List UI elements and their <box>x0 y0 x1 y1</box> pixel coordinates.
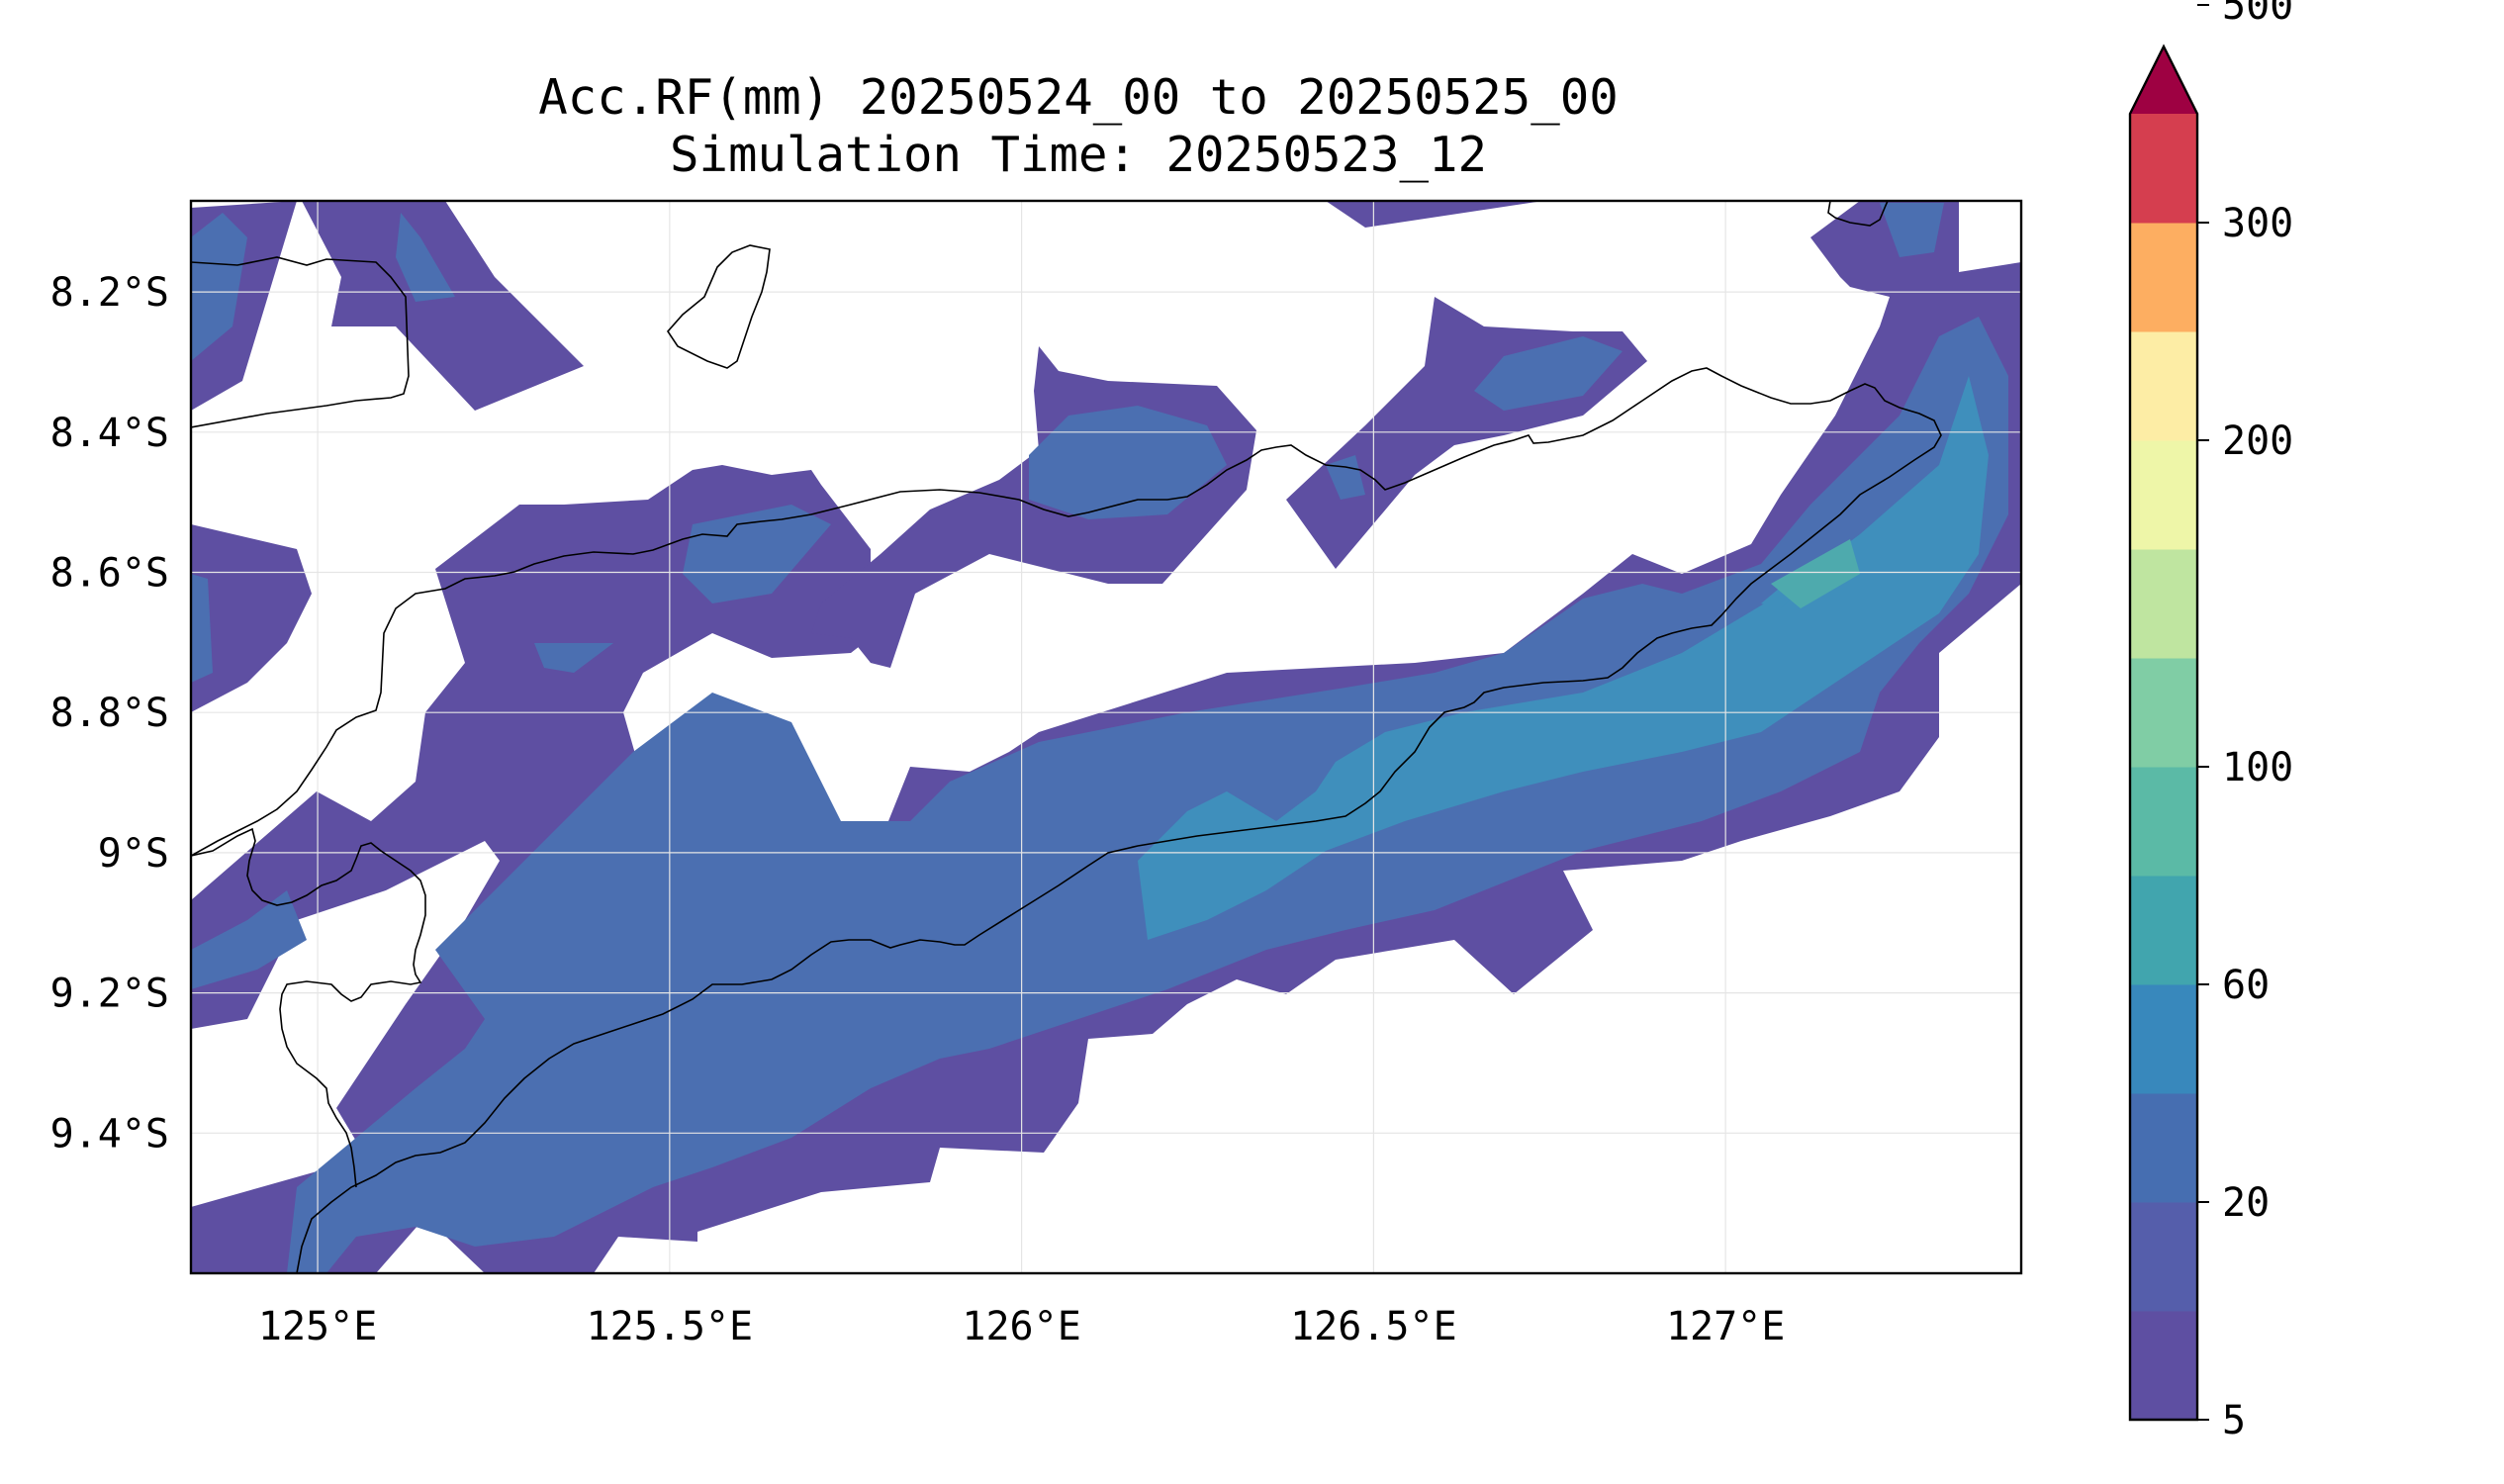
colorbar-segment <box>2130 440 2197 550</box>
colorbar-tick-label: 300 <box>2222 201 2293 246</box>
colorbar: 5 20 60 100 200 300 500 <box>2128 0 2293 1443</box>
y-tick-label: 8.6°S <box>50 551 169 597</box>
y-tick-label: 9°S <box>98 831 169 877</box>
rainfall-band-10-20 <box>191 203 2008 1273</box>
map-frame <box>189 199 2023 1275</box>
colorbar-segment <box>2130 658 2197 768</box>
y-tick-label: 8.8°S <box>50 691 169 736</box>
colorbar-segment <box>2130 331 2197 441</box>
x-tick-label: 127°E <box>1666 1304 1785 1349</box>
colorbar-tick-label: 60 <box>2222 963 2270 1008</box>
y-tick-label: 9.4°S <box>50 1111 169 1157</box>
rainfall-field <box>191 201 2021 1273</box>
x-tick-label: 125°E <box>258 1304 377 1349</box>
colorbar-outline <box>2128 44 2199 1422</box>
map-subtitle: Simulation Time: 20250523_12 <box>669 127 1487 183</box>
colorbar-segment <box>2130 876 2197 985</box>
colorbar-segment <box>2130 114 2197 224</box>
colorbar-segment <box>2130 223 2197 332</box>
colorbar-tick-label: 200 <box>2222 418 2293 464</box>
colorbar-tick-label: 5 <box>2222 1398 2246 1443</box>
x-axis-tick-labels: 125°E 125.5°E 126°E 126.5°E 127°E <box>258 1304 1785 1349</box>
map-title: Acc.RF(mm) 20250524_00 to 20250525_00 <box>538 69 1619 126</box>
map-gridlines <box>191 201 2021 1273</box>
y-tick-label: 8.2°S <box>50 270 169 316</box>
colorbar-segment <box>2130 549 2197 659</box>
colorbar-tick-label: 100 <box>2222 745 2293 790</box>
y-axis-tick-labels: 8.2°S 8.4°S 8.6°S 8.8°S 9°S 9.2°S 9.4°S <box>50 270 169 1157</box>
colorbar-segment <box>2130 1202 2197 1312</box>
rainfall-band-40-60 <box>1771 539 1860 608</box>
colorbar-tick-label: 20 <box>2222 1180 2270 1226</box>
coastlines <box>191 201 1942 1273</box>
x-tick-label: 125.5°E <box>587 1304 754 1349</box>
colorbar-tick-label: 500 <box>2222 0 2293 29</box>
colorbar-segment <box>2130 984 2197 1094</box>
colorbar-segment <box>2130 1093 2197 1203</box>
colorbar-segment <box>2130 1311 2197 1421</box>
colorbar-extend-arrow <box>2130 46 2197 114</box>
y-tick-label: 8.4°S <box>50 411 169 456</box>
colorbar-segment <box>2130 767 2197 877</box>
x-tick-label: 126.5°E <box>1290 1304 1457 1349</box>
y-tick-label: 9.2°S <box>50 972 169 1017</box>
x-tick-label: 126°E <box>962 1304 1080 1349</box>
